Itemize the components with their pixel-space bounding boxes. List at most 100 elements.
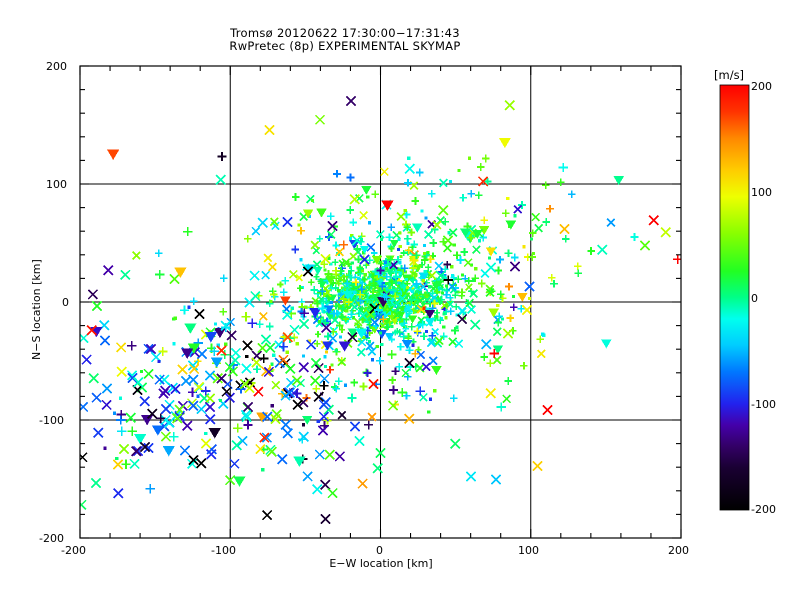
data-point bbox=[358, 311, 368, 320]
data-point bbox=[319, 381, 329, 391]
data-point bbox=[460, 273, 465, 277]
data-point bbox=[415, 386, 425, 396]
data-point bbox=[182, 420, 193, 431]
data-point bbox=[269, 217, 279, 227]
data-point bbox=[366, 242, 376, 252]
data-point bbox=[447, 282, 457, 291]
data-point bbox=[427, 271, 437, 280]
data-point bbox=[143, 368, 154, 380]
data-point bbox=[480, 353, 488, 361]
data-point bbox=[406, 241, 410, 245]
data-point bbox=[143, 343, 154, 354]
data-point bbox=[386, 255, 395, 264]
data-point bbox=[376, 357, 384, 365]
data-point bbox=[481, 154, 490, 163]
data-point bbox=[601, 339, 612, 349]
data-point bbox=[382, 273, 391, 281]
data-point bbox=[392, 267, 400, 276]
data-point bbox=[375, 447, 386, 459]
data-point bbox=[241, 363, 252, 374]
data-point bbox=[80, 452, 88, 463]
data-point bbox=[297, 226, 305, 235]
data-point bbox=[314, 340, 321, 348]
data-point bbox=[328, 333, 338, 343]
data-point bbox=[454, 275, 463, 284]
data-point bbox=[547, 274, 556, 282]
data-point bbox=[139, 369, 143, 374]
data-point bbox=[370, 317, 380, 327]
data-point bbox=[388, 245, 395, 252]
data-point bbox=[181, 348, 194, 359]
data-point bbox=[454, 339, 464, 348]
data-point bbox=[396, 212, 406, 221]
data-point bbox=[541, 332, 545, 336]
data-point bbox=[383, 293, 391, 302]
data-point bbox=[325, 275, 336, 285]
data-point bbox=[534, 223, 544, 233]
data-point bbox=[282, 428, 294, 439]
data-point bbox=[362, 335, 366, 340]
data-point bbox=[465, 298, 475, 308]
data-point bbox=[91, 300, 103, 312]
data-point bbox=[80, 499, 87, 511]
data-point bbox=[430, 299, 439, 308]
data-point bbox=[371, 255, 383, 265]
data-point bbox=[376, 229, 385, 239]
data-point bbox=[531, 212, 541, 222]
data-point bbox=[385, 281, 389, 286]
data-point bbox=[317, 303, 328, 314]
y-axis-label: N−S location [km] bbox=[30, 259, 43, 360]
data-point bbox=[91, 392, 102, 403]
data-point bbox=[378, 331, 383, 335]
data-point bbox=[338, 335, 343, 339]
data-point bbox=[384, 267, 389, 271]
data-point bbox=[410, 276, 417, 284]
data-point bbox=[357, 337, 367, 347]
data-point bbox=[411, 349, 420, 358]
data-point bbox=[421, 279, 425, 283]
data-point bbox=[103, 265, 114, 276]
data-point bbox=[347, 310, 356, 318]
data-point bbox=[310, 286, 319, 294]
data-point bbox=[450, 265, 454, 269]
data-point bbox=[337, 289, 341, 293]
data-point bbox=[443, 275, 453, 285]
data-point bbox=[298, 431, 310, 442]
data-point bbox=[387, 400, 399, 411]
data-point bbox=[226, 330, 237, 341]
data-point bbox=[80, 401, 89, 413]
data-point bbox=[424, 216, 428, 220]
data-point bbox=[265, 322, 274, 331]
data-point bbox=[243, 235, 252, 243]
data-point bbox=[318, 411, 329, 422]
data-point bbox=[233, 423, 243, 433]
data-point bbox=[321, 322, 332, 334]
data-point bbox=[449, 394, 458, 402]
data-point bbox=[208, 428, 221, 439]
data-point bbox=[379, 315, 387, 323]
data-point bbox=[407, 323, 416, 331]
data-point bbox=[490, 474, 502, 485]
data-point bbox=[346, 272, 353, 279]
data-point bbox=[412, 223, 423, 233]
data-point bbox=[504, 377, 512, 385]
data-point bbox=[415, 289, 420, 294]
data-point bbox=[241, 312, 251, 322]
data-point bbox=[204, 401, 216, 413]
data-point bbox=[171, 412, 183, 424]
data-point bbox=[313, 273, 320, 280]
data-point bbox=[318, 287, 326, 296]
data-point bbox=[301, 423, 306, 427]
data-point bbox=[261, 468, 265, 472]
data-point bbox=[522, 245, 526, 249]
data-point bbox=[414, 273, 418, 277]
data-point bbox=[305, 339, 317, 350]
data-point bbox=[221, 386, 232, 397]
data-point bbox=[317, 425, 329, 436]
data-point bbox=[271, 380, 281, 390]
data-point bbox=[404, 163, 416, 175]
data-point bbox=[536, 335, 544, 344]
data-point bbox=[308, 279, 315, 286]
